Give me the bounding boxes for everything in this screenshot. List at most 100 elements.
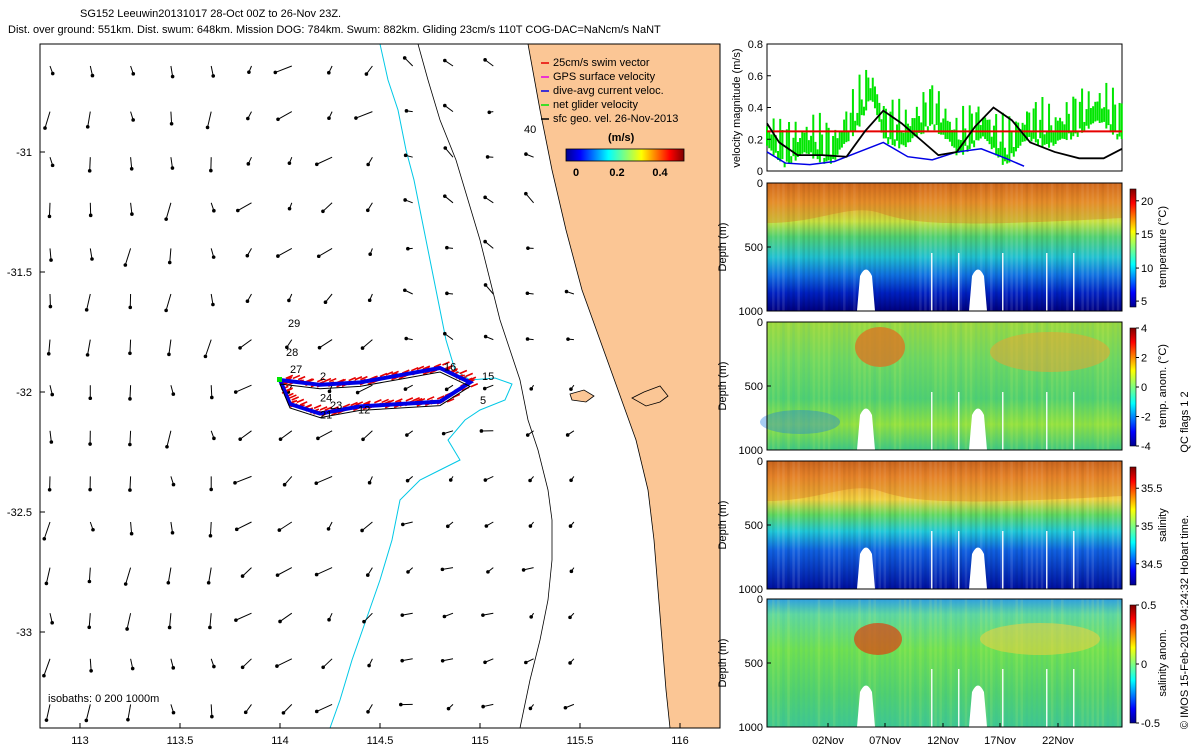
velocity-arrowhead	[367, 480, 372, 485]
velocity-panel: 0 0.2 0.4 0.6 0.8 velocity magnitude (m/s)	[731, 39, 1123, 178]
velocity-y-tick-label: 0.8	[748, 39, 763, 51]
velocity-arrowhead	[365, 208, 370, 213]
velocity-arrowhead	[287, 161, 292, 165]
velocity-arrowhead	[49, 440, 54, 444]
section-texture	[1030, 183, 1034, 311]
section-texture	[782, 599, 785, 727]
velocity-arrowhead	[483, 334, 488, 339]
velocity-arrowhead	[528, 706, 533, 711]
velocity-arrow	[322, 658, 333, 668]
velocity-arrow	[48, 339, 51, 354]
section-texture	[969, 183, 973, 311]
section-texture	[908, 322, 912, 450]
section-texture	[929, 322, 932, 450]
section-texture	[974, 322, 978, 450]
velocity-arrow	[129, 385, 132, 399]
velocity-arrow	[85, 704, 91, 721]
day-label: 15	[482, 371, 494, 383]
section-texture	[1096, 461, 1100, 589]
section-texture	[777, 183, 780, 311]
section-texture	[1040, 599, 1044, 727]
depth-tick-label: 500	[745, 658, 763, 670]
velocity-arrowhead	[443, 103, 447, 108]
salty-anomaly	[854, 623, 902, 655]
section-texture	[954, 322, 958, 450]
depth-axis-label: Depth (m)	[717, 362, 729, 411]
velocity-arrowhead	[404, 336, 409, 341]
day-label: 21	[320, 409, 332, 421]
section-texture	[1081, 322, 1084, 450]
section-texture	[924, 183, 927, 311]
section-texture	[944, 599, 947, 727]
velocity-arrow	[87, 339, 91, 355]
qc-flags-label: QC flags 1 2	[1179, 391, 1191, 452]
section-texture	[1101, 322, 1105, 450]
section-texture	[929, 599, 932, 727]
velocity-arrowhead	[524, 191, 528, 196]
velocity-arrowhead	[42, 673, 46, 678]
data-gap-line	[1073, 253, 1075, 311]
velocity-arrowhead	[326, 527, 331, 531]
velocity-arrow	[242, 658, 252, 668]
velocity-arrow	[210, 704, 213, 717]
section-texture	[1010, 183, 1013, 311]
section-texture	[1035, 322, 1039, 450]
velocity-arrow	[485, 284, 494, 295]
velocity-arrow	[242, 567, 252, 577]
velocity-arrow	[362, 430, 373, 440]
velocity-arrowhead	[128, 397, 132, 401]
velocity-arrow	[45, 704, 51, 721]
data-gap	[969, 408, 987, 450]
section-texture	[995, 322, 998, 450]
velocity-arrowhead	[483, 195, 487, 200]
velocity-arrowhead	[209, 168, 213, 173]
velocity-arrowhead	[233, 390, 238, 394]
velocity-ylabel: velocity magnitude (m/s)	[731, 48, 743, 167]
velocity-arrowhead	[568, 661, 572, 665]
velocity-arrowhead	[406, 570, 410, 574]
velocity-arrowhead	[208, 625, 212, 630]
section-texture	[858, 183, 861, 311]
section-texture	[772, 599, 775, 727]
velocity-arrow	[169, 248, 172, 263]
velocity-arrow	[277, 111, 293, 120]
velocity-arrowhead	[50, 71, 55, 76]
velocity-arrowhead	[563, 705, 568, 710]
section-texture	[837, 599, 841, 727]
velocity-arrow	[209, 613, 212, 628]
swim-vector	[289, 394, 297, 399]
section-texture	[924, 599, 927, 727]
velocity-arrowhead	[44, 718, 49, 722]
time-tick-label: 12Nov	[927, 735, 959, 747]
colorbar-tick-label: 0	[1141, 382, 1147, 394]
map-x-tick-label: 116	[671, 735, 689, 747]
velocity-arrowhead	[403, 153, 408, 158]
section-texture	[1061, 599, 1064, 727]
velocity-arrow	[276, 658, 293, 667]
velocity-arrowhead	[164, 308, 168, 313]
section-texture	[1030, 599, 1034, 727]
section-texture	[995, 183, 998, 311]
legend-entry: 25cm/s swim vector	[553, 57, 650, 69]
velocity-arrowhead	[209, 487, 214, 492]
section-texture	[985, 599, 988, 727]
data-gap-line	[958, 392, 960, 450]
velocity-arrowhead	[125, 627, 129, 631]
section-texture	[888, 599, 892, 727]
map-x-tick-label: 114.5	[367, 735, 394, 747]
velocity-arrow	[283, 704, 293, 714]
section-texture	[1025, 461, 1029, 589]
velocity-arrowhead	[525, 291, 530, 296]
section-texture	[1045, 322, 1049, 450]
velocity-arrowhead	[210, 714, 214, 719]
velocity-arrow	[316, 156, 333, 165]
data-gap	[969, 685, 987, 727]
data-gap-line	[1073, 669, 1075, 727]
day-label: 12	[358, 405, 370, 417]
section-texture	[1111, 322, 1115, 450]
section-texture	[853, 461, 856, 589]
section-texture	[807, 461, 811, 589]
section-texture	[924, 461, 927, 589]
velocity-arrowhead	[246, 116, 250, 121]
velocity-arrowhead	[47, 214, 52, 219]
